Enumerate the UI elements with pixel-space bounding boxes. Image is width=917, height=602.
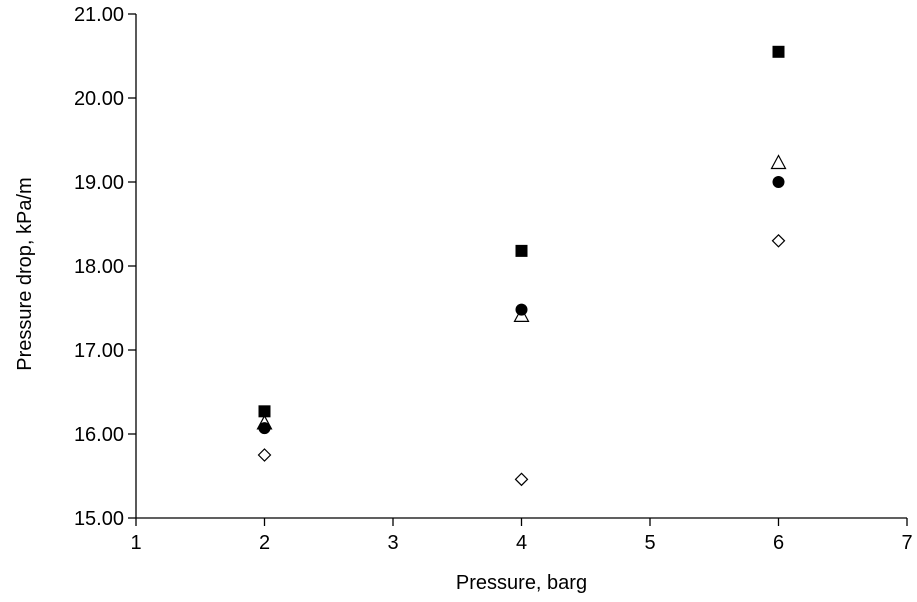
x-tick-label: 6 xyxy=(773,532,784,554)
data-point-open-diamond xyxy=(514,472,529,487)
data-point-filled-circle xyxy=(515,303,528,316)
x-ticks: 1 2 3 4 5 6 7 xyxy=(130,518,913,554)
data-point-filled-square xyxy=(772,45,785,58)
series-open-triangle xyxy=(256,154,787,430)
data-markers xyxy=(256,45,787,487)
x-axis-title: Pressure, barg xyxy=(456,572,587,594)
series-open-diamond xyxy=(257,233,786,487)
data-point-filled-square xyxy=(515,244,528,257)
x-tick-label: 3 xyxy=(387,532,398,554)
data-point-open-diamond xyxy=(771,233,786,248)
series-filled-circle xyxy=(258,176,785,435)
data-point-filled-circle xyxy=(772,176,785,188)
series-filled-square xyxy=(258,45,785,418)
x-tick-label: 7 xyxy=(901,532,912,554)
x-tick-label: 5 xyxy=(644,532,655,554)
y-tick-label: 16.00 xyxy=(74,424,124,446)
data-point-open-triangle xyxy=(770,154,787,170)
axes xyxy=(135,14,907,519)
data-point-open-diamond xyxy=(257,448,272,462)
y-ticks: 15.00 16.00 17.00 18.00 19.00 20.00 21.00 xyxy=(74,4,136,530)
y-tick-label: 21.00 xyxy=(74,4,124,26)
y-tick-label: 20.00 xyxy=(74,88,124,110)
data-point-filled-circle xyxy=(258,422,271,435)
x-tick-label: 1 xyxy=(130,532,141,554)
x-tick-label: 2 xyxy=(259,532,270,554)
y-tick-label: 19.00 xyxy=(74,172,124,194)
y-tick-label: 18.00 xyxy=(74,256,124,278)
y-tick-label: 17.00 xyxy=(74,340,124,362)
data-point-filled-square xyxy=(258,405,271,418)
x-tick-label: 4 xyxy=(516,532,527,554)
y-axis-title: Pressure drop, kPa/m xyxy=(14,177,36,370)
y-tick-label: 15.00 xyxy=(74,508,124,530)
